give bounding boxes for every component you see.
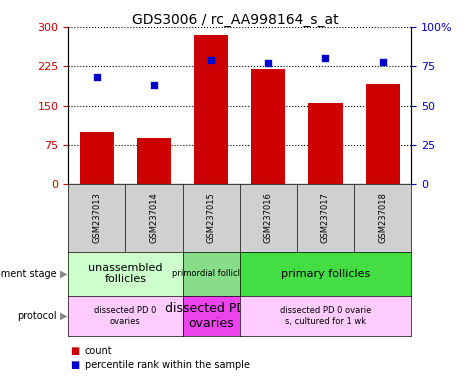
Point <box>150 82 158 88</box>
Text: count: count <box>85 346 112 356</box>
Bar <box>308 103 343 184</box>
Point <box>93 74 101 80</box>
Text: ■: ■ <box>70 346 80 356</box>
Text: GSM237014: GSM237014 <box>149 192 158 243</box>
Text: dissected PD 0
ovaries: dissected PD 0 ovaries <box>94 306 157 326</box>
Text: protocol: protocol <box>17 311 56 321</box>
Point <box>322 55 329 61</box>
Text: GSM237013: GSM237013 <box>92 192 101 243</box>
Bar <box>194 35 228 184</box>
Bar <box>251 69 285 184</box>
Text: percentile rank within the sample: percentile rank within the sample <box>85 360 250 370</box>
Text: primordial follicles: primordial follicles <box>172 269 250 278</box>
Text: ▶: ▶ <box>60 311 67 321</box>
Text: ■: ■ <box>70 360 80 370</box>
Text: GSM237018: GSM237018 <box>378 192 387 243</box>
Text: ▶: ▶ <box>60 268 67 279</box>
Text: primary follicles: primary follicles <box>281 268 370 279</box>
Bar <box>79 132 114 184</box>
Point <box>379 58 386 65</box>
Point <box>207 57 215 63</box>
Text: dissected PD 0 ovarie
s, cultured for 1 wk: dissected PD 0 ovarie s, cultured for 1 … <box>280 306 371 326</box>
Text: dissected PD 4
ovaries: dissected PD 4 ovaries <box>164 302 258 330</box>
Text: GSM237016: GSM237016 <box>264 192 273 243</box>
Bar <box>366 84 400 184</box>
Text: development stage: development stage <box>0 268 56 279</box>
Text: GDS3006 / rc_AA998164_s_at: GDS3006 / rc_AA998164_s_at <box>132 13 338 27</box>
Text: unassembled
follicles: unassembled follicles <box>88 263 163 285</box>
Text: GSM237015: GSM237015 <box>207 192 216 243</box>
Point <box>265 60 272 66</box>
Bar <box>137 138 171 184</box>
Text: GSM237017: GSM237017 <box>321 192 330 243</box>
